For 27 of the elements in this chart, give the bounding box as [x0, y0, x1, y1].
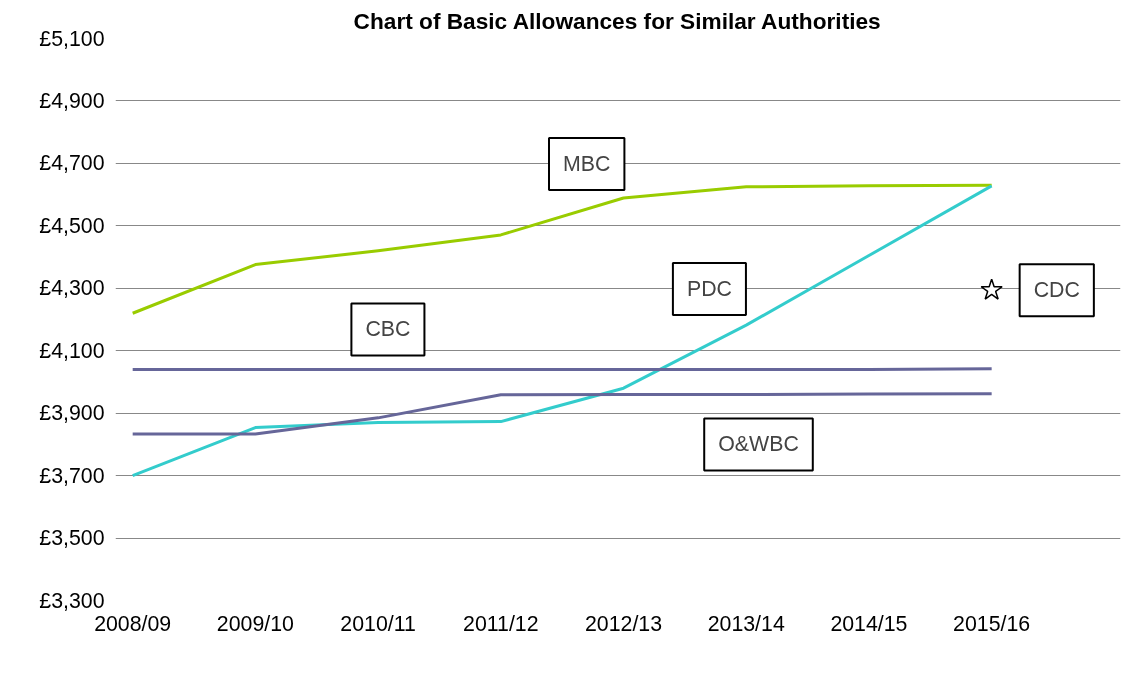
y-tick-label: £4,100	[39, 338, 105, 363]
series-label: CDC	[1033, 278, 1080, 303]
x-tick-label: 2015/16	[953, 611, 1031, 636]
line-series	[131, 183, 994, 315]
chart-title: Chart of Basic Allowances for Similar Authorities	[353, 7, 881, 34]
y-tick-label: £3,300	[39, 588, 105, 613]
x-tick-label: 2008/09	[94, 611, 172, 636]
series-label: O&WBC	[718, 432, 799, 457]
y-tick-label: £4,700	[39, 151, 105, 176]
x-tick-label: 2012/13	[584, 611, 663, 636]
y-tick-label: £5,100	[39, 26, 105, 51]
series-label: MBC	[563, 152, 611, 177]
x-tick-label: 2011/12	[463, 611, 539, 636]
y-tick-label: £3,900	[39, 401, 105, 426]
x-tick-label: 2013/14	[707, 611, 785, 636]
y-tick-label: £3,500	[39, 526, 105, 551]
x-tick-label: 2010/11	[340, 611, 416, 636]
y-tick-label: £4,900	[39, 88, 105, 113]
series-label: PDC	[686, 277, 732, 302]
y-tick-label: £4,500	[39, 213, 105, 238]
series-label: CBC	[365, 317, 411, 342]
x-tick-label: 2014/15	[830, 611, 908, 636]
line-series	[131, 392, 994, 436]
line-series	[131, 184, 994, 478]
y-tick-label: £4,300	[39, 276, 105, 301]
y-tick-label: £3,700	[39, 463, 105, 488]
x-tick-label: 2009/10	[216, 611, 295, 636]
